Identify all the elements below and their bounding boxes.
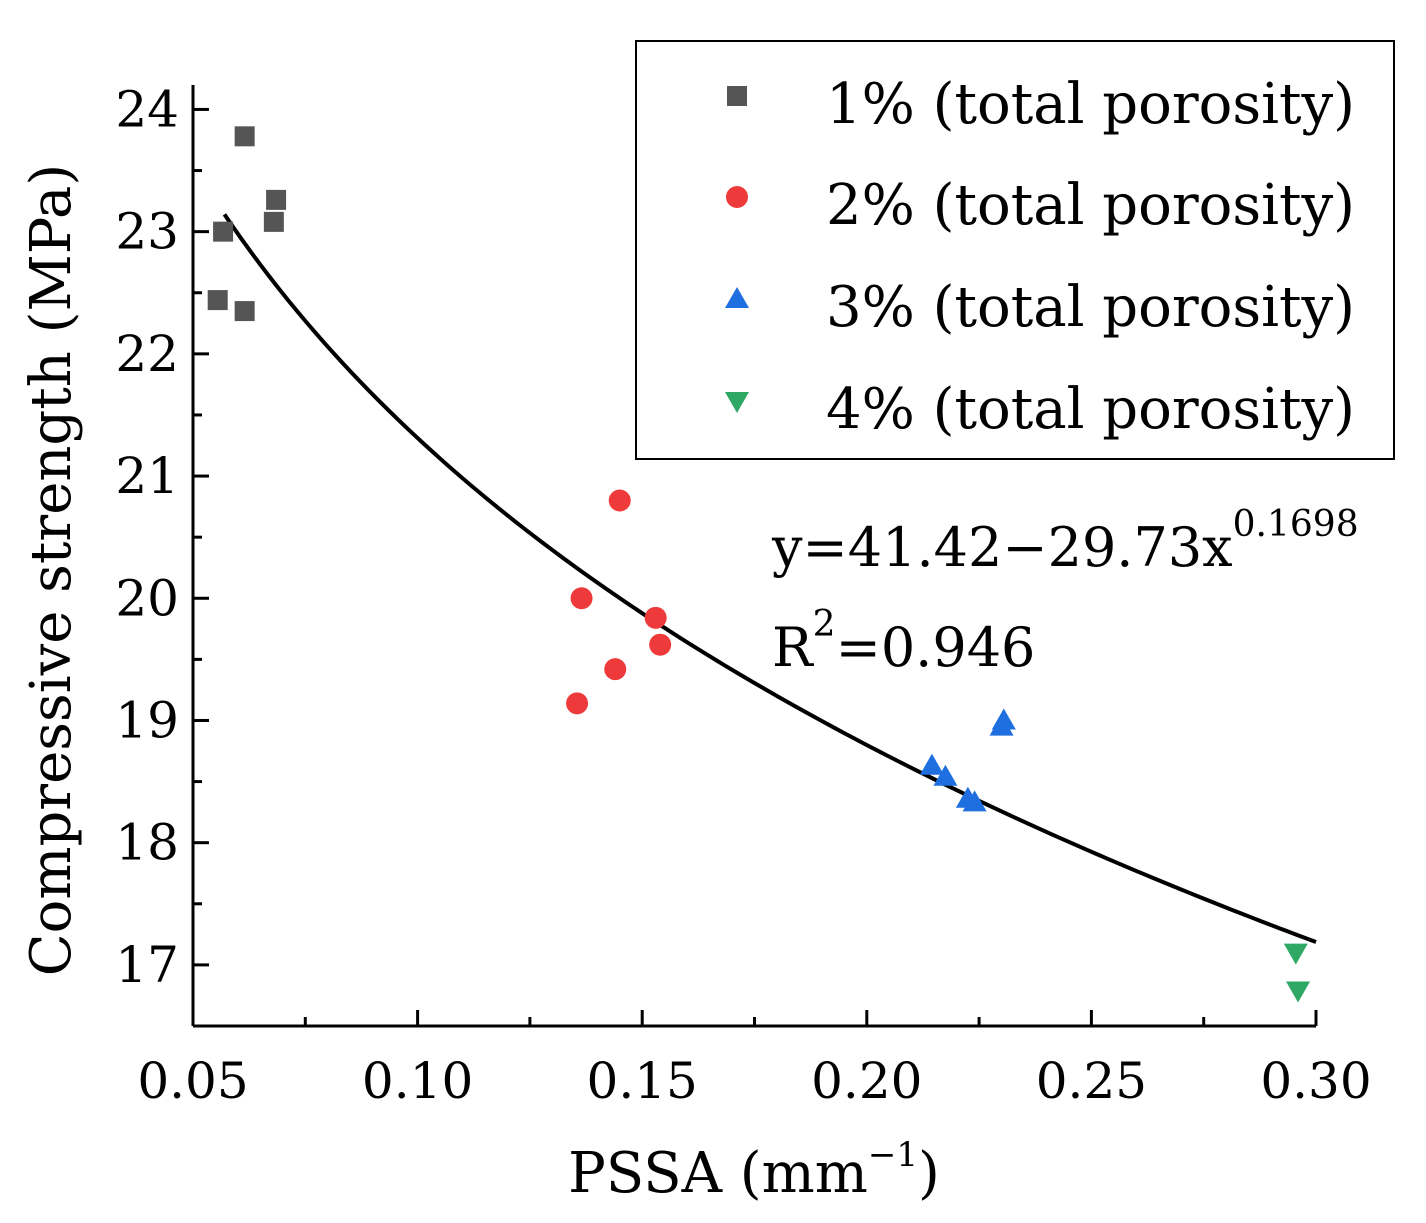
data-point-series-1	[213, 221, 234, 242]
data-point-series-2	[608, 489, 631, 512]
x-tick-label: 0.20	[811, 1052, 922, 1110]
data-point-series-4	[1286, 981, 1311, 1003]
data-point-series-2	[604, 658, 627, 681]
data-point-series-2	[649, 633, 672, 656]
fit-curve	[222, 213, 1317, 944]
legend-markers	[725, 86, 749, 413]
x-tick-label: 0.25	[1036, 1052, 1147, 1110]
y-tick-label: 21	[115, 447, 179, 505]
y-tick-label: 24	[115, 80, 179, 138]
data-point-series-4	[1283, 943, 1308, 965]
data-point-series-2	[566, 692, 589, 715]
y-tick-label: 23	[115, 203, 179, 261]
legend-marker-1	[727, 86, 747, 106]
data-point-series-1	[234, 126, 255, 147]
data-point-series-3	[933, 764, 958, 786]
legend-label-2: 2% (total porosity)	[826, 173, 1355, 238]
data-point-series-1	[263, 211, 284, 232]
fit-equation: y=41.42−29.73x0.1698	[771, 504, 1359, 579]
data-point-series-3	[962, 790, 987, 812]
data-point-series-1	[234, 301, 255, 322]
legend-marker-4	[725, 392, 749, 413]
data-point-series-3	[989, 714, 1014, 736]
x-tick-label: 0.05	[137, 1052, 248, 1110]
data-point-series-1	[266, 189, 287, 210]
legend-box	[635, 40, 1395, 460]
y-axis-title: Compressive strength (MPa)	[19, 164, 84, 976]
legend-marker-2	[726, 186, 748, 208]
ticks	[191, 107, 1318, 1026]
legend-label-1: 1% (total porosity)	[826, 72, 1355, 137]
data-point-series-2	[570, 587, 593, 610]
y-tick-label: 22	[115, 325, 179, 383]
legend-label-4: 4% (total porosity)	[826, 377, 1355, 442]
data-markers	[207, 126, 1311, 1003]
y-tick-label: 19	[115, 691, 179, 749]
y-tick-label: 18	[115, 814, 179, 872]
data-point-series-3	[919, 753, 944, 775]
legend: 1% (total porosity) 2% (total porosity) …	[635, 40, 1395, 460]
fit-r-squared: R2=0.946	[772, 604, 1035, 679]
y-tick-label: 20	[115, 569, 179, 627]
y-tick-label: 17	[115, 936, 179, 994]
tick-labels: 0.05 0.10 0.15 0.20 0.25 0.30 17 18 19 20 21 22 23 24	[115, 80, 1371, 1110]
x-tick-label: 0.30	[1260, 1052, 1371, 1110]
data-point-series-2	[644, 606, 667, 629]
legend-label-3: 3% (total porosity)	[826, 275, 1355, 340]
legend-marker-3	[725, 287, 749, 308]
data-point-series-1	[207, 290, 228, 311]
x-axis-title: PSSA (mm−1)	[568, 1135, 940, 1206]
x-tick-label: 0.10	[362, 1052, 473, 1110]
x-tick-label: 0.15	[587, 1052, 698, 1110]
